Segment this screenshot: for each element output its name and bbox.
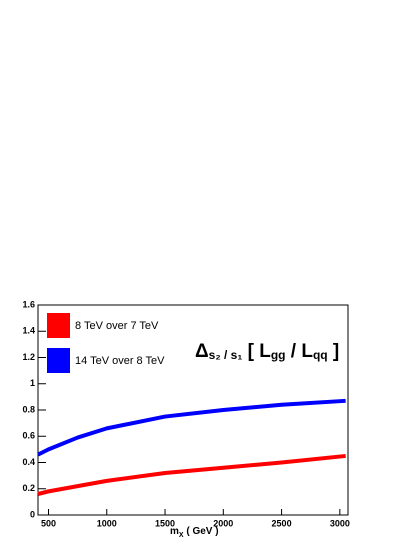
y-tick-label: 0.4	[22, 457, 35, 467]
x-tick-label: 2000	[213, 518, 233, 528]
y-tick-label: 0.8	[22, 404, 35, 414]
x-tick-label: 3000	[330, 518, 350, 528]
y-tick-label: 0.2	[22, 483, 35, 493]
series-band	[37, 398, 346, 457]
annotation-part: s₂ / s₁	[209, 348, 243, 362]
x-tick-label: 1500	[155, 518, 175, 528]
x-label-part: m	[170, 526, 179, 537]
x-label-part: ( GeV )	[184, 526, 219, 537]
y-tick-label: 1.4	[22, 326, 35, 336]
x-tick-label: 500	[41, 518, 56, 528]
annotation-part: / L	[285, 341, 313, 362]
annotation-part: gg	[271, 348, 286, 362]
annotation-part: [ L	[242, 341, 271, 362]
x-tick-label: 1000	[97, 518, 117, 528]
x-tick-label: 2500	[272, 518, 292, 528]
annotation-part: qq	[313, 348, 328, 362]
annotation-part: ]	[328, 341, 340, 362]
legend-swatch	[47, 348, 70, 373]
legend-swatch	[47, 313, 70, 338]
y-tick-label: 1	[30, 378, 35, 388]
y-tick-label: 1.6	[22, 299, 35, 309]
y-tick-label: 0.6	[22, 431, 35, 441]
y-tick-label: 1.2	[22, 352, 35, 362]
series-band	[37, 453, 346, 496]
annotation-part: Δ	[195, 341, 209, 362]
x-label-part: X	[179, 532, 184, 539]
legend-label: 14 TeV over 8 TeV	[75, 355, 165, 367]
legend-label: 8 TeV over 7 TeV	[75, 320, 159, 332]
x-label: mX ( GeV )	[170, 526, 219, 539]
y-tick-label: 0	[30, 509, 35, 519]
annotation: Δs₂ / s₁ [ Lgg / Lqq ]	[195, 341, 339, 362]
